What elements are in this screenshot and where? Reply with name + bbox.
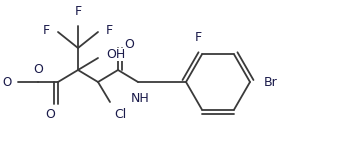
Text: O: O bbox=[124, 38, 134, 51]
Text: OH: OH bbox=[106, 48, 125, 60]
Text: Cl: Cl bbox=[114, 108, 126, 121]
Text: F: F bbox=[43, 24, 50, 37]
Text: O: O bbox=[33, 63, 43, 76]
Text: F: F bbox=[106, 24, 113, 37]
Text: Br: Br bbox=[264, 76, 278, 89]
Text: NH: NH bbox=[131, 92, 149, 105]
Text: F: F bbox=[74, 5, 82, 18]
Text: F: F bbox=[194, 31, 202, 44]
Text: O: O bbox=[3, 76, 12, 89]
Text: O: O bbox=[45, 108, 55, 121]
